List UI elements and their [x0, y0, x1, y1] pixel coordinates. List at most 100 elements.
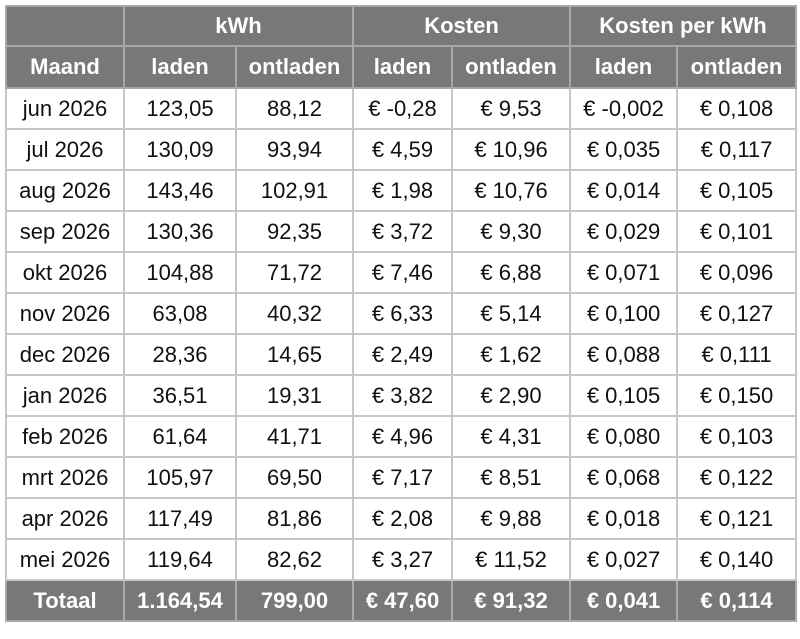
column-header: ontladen	[234, 45, 355, 89]
cell: 104,88	[123, 251, 237, 294]
cell: € 0,029	[569, 210, 679, 253]
cell: 82,62	[234, 538, 355, 581]
cell: 41,71	[234, 415, 355, 458]
column-header: ontladen	[676, 45, 798, 89]
cell: € 0,140	[676, 538, 798, 581]
data-row: feb 2026 61,64 41,71 € 4,96 € 4,31 € 0,080 € 0…	[5, 415, 798, 458]
cell: 71,72	[234, 251, 355, 294]
cell: 69,50	[234, 456, 355, 499]
cell: apr 2026	[5, 497, 125, 540]
table-body: jun 2026 123,05 88,12 € -0,28 € 9,53 € -0,002…	[5, 87, 798, 622]
cell: € 0,027	[569, 538, 679, 581]
cell: 117,49	[123, 497, 237, 540]
total-cell: € 91,32	[451, 579, 572, 622]
cell: € 0,127	[676, 292, 798, 335]
data-row: dec 2026 28,36 14,65 € 2,49 € 1,62 € 0,088 € 0…	[5, 333, 798, 376]
cell: € 6,33	[352, 292, 454, 335]
cell: € 1,62	[451, 333, 572, 376]
header-row: Maand laden ontladen laden ontladen laden ontl…	[5, 45, 798, 89]
cell: okt 2026	[5, 251, 125, 294]
data-row: jul 2026 130,09 93,94 € 4,59 € 10,96 € 0,035 €…	[5, 128, 798, 171]
data-row: apr 2026 117,49 81,86 € 2,08 € 9,88 € 0,018 € …	[5, 497, 798, 540]
cell: € 0,088	[569, 333, 679, 376]
cell: € 0,014	[569, 169, 679, 212]
cell: 40,32	[234, 292, 355, 335]
group-header: Kosten per kWh	[569, 5, 798, 47]
cell: 28,36	[123, 333, 237, 376]
cell: jul 2026	[5, 128, 125, 171]
cell: € 3,72	[352, 210, 454, 253]
cell: € 3,27	[352, 538, 454, 581]
cell: € 7,46	[352, 251, 454, 294]
cell: € 1,98	[352, 169, 454, 212]
group-header: Kosten	[352, 5, 572, 47]
cell: mrt 2026	[5, 456, 125, 499]
cell: € 0,100	[569, 292, 679, 335]
cell: 143,46	[123, 169, 237, 212]
cell: € 2,90	[451, 374, 572, 417]
column-header: laden	[569, 45, 679, 89]
column-header: Maand	[5, 45, 125, 89]
cell: € -0,28	[352, 87, 454, 130]
cell: 102,91	[234, 169, 355, 212]
cell: feb 2026	[5, 415, 125, 458]
cell: mei 2026	[5, 538, 125, 581]
cell: € -0,002	[569, 87, 679, 130]
cell: € 0,121	[676, 497, 798, 540]
data-table: kWh Kosten Kosten per kWh Maand laden ontl…	[5, 5, 798, 622]
cell: nov 2026	[5, 292, 125, 335]
cell: € 0,111	[676, 333, 798, 376]
cell: € 2,49	[352, 333, 454, 376]
cell: € 10,96	[451, 128, 572, 171]
cell: dec 2026	[5, 333, 125, 376]
cell: € 0,096	[676, 251, 798, 294]
data-row: okt 2026 104,88 71,72 € 7,46 € 6,88 € 0,071 € …	[5, 251, 798, 294]
cell: 130,09	[123, 128, 237, 171]
group-header: kWh	[122, 5, 355, 47]
cell: € 2,08	[352, 497, 454, 540]
column-header: laden	[123, 45, 237, 89]
cell: € 9,88	[451, 497, 572, 540]
column-header: ontladen	[451, 45, 572, 89]
cell: € 0,117	[676, 128, 798, 171]
cell: € 0,101	[676, 210, 798, 253]
cell: 92,35	[234, 210, 355, 253]
group-header-row: kWh Kosten Kosten per kWh	[5, 5, 798, 47]
cell: € 10,76	[451, 169, 572, 212]
cell: € 3,82	[352, 374, 454, 417]
cell: jun 2026	[5, 87, 125, 130]
cell: € 0,018	[569, 497, 679, 540]
cell: € 0,105	[676, 169, 798, 212]
cell: 14,65	[234, 333, 355, 376]
data-row: sep 2026 130,36 92,35 € 3,72 € 9,30 € 0,029 € …	[5, 210, 798, 253]
total-cell: € 0,041	[569, 579, 679, 622]
cell: jan 2026	[5, 374, 125, 417]
cell: € 0,071	[569, 251, 679, 294]
cell: 88,12	[234, 87, 355, 130]
cell: 36,51	[123, 374, 237, 417]
total-cell: € 0,114	[676, 579, 798, 622]
cell: € 0,103	[676, 415, 798, 458]
total-cell: 1.164,54	[123, 579, 237, 622]
cell: € 4,31	[451, 415, 572, 458]
cell: € 0,105	[569, 374, 679, 417]
data-row: nov 2026 63,08 40,32 € 6,33 € 5,14 € 0,100 € 0…	[5, 292, 798, 335]
cell: aug 2026	[5, 169, 125, 212]
column-header: laden	[352, 45, 454, 89]
cell: € 9,30	[451, 210, 572, 253]
cell: 130,36	[123, 210, 237, 253]
data-row: aug 2026 143,46 102,91 € 1,98 € 10,76 € 0,014…	[5, 169, 798, 212]
cell: € 11,52	[451, 538, 572, 581]
cell: € 4,59	[352, 128, 454, 171]
cell: € 0,035	[569, 128, 679, 171]
total-cell: 799,00	[234, 579, 355, 622]
cell: € 5,14	[451, 292, 572, 335]
cell: 63,08	[123, 292, 237, 335]
cell: 119,64	[123, 538, 237, 581]
cell: € 0,080	[569, 415, 679, 458]
total-row: Totaal 1.164,54 799,00 € 47,60 € 91,32 € 0,04…	[5, 579, 798, 622]
data-row: mei 2026 119,64 82,62 € 3,27 € 11,52 € 0,027 €…	[5, 538, 798, 581]
cell: € 7,17	[352, 456, 454, 499]
data-row: mrt 2026 105,97 69,50 € 7,17 € 8,51 € 0,068 € …	[5, 456, 798, 499]
